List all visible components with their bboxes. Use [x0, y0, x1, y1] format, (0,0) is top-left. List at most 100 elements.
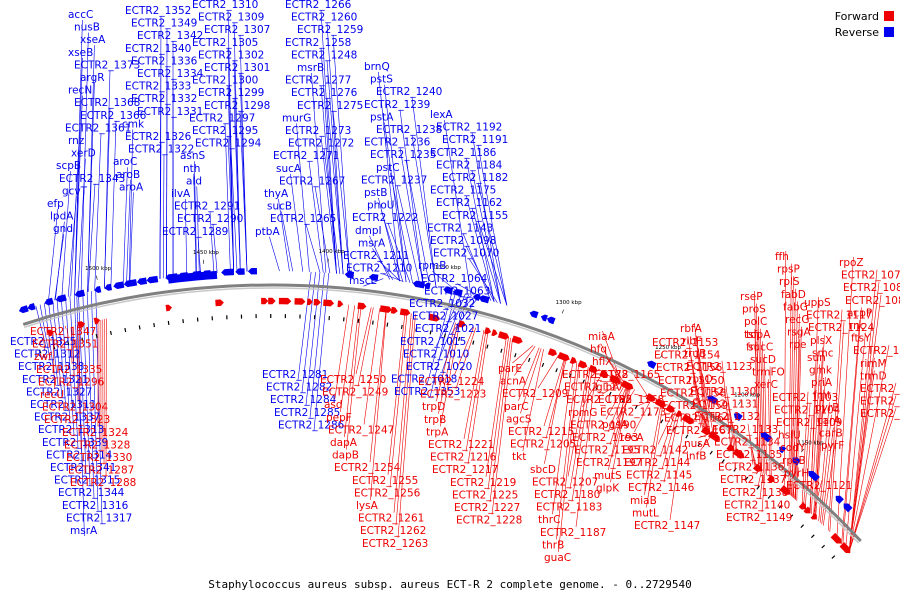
reverse-leader-line — [193, 173, 197, 275]
forward-gene-arrow — [399, 308, 411, 316]
forward-gene-arrow — [165, 304, 173, 312]
forward-gene-label: acpP — [847, 307, 872, 319]
forward-gene-label: rpmG — [568, 407, 597, 419]
strand-marker — [514, 353, 517, 358]
forward-leader-line — [756, 303, 761, 471]
reverse-leader-lines — [35, 9, 508, 537]
forward-gene-label: ECTR2_1131 — [692, 399, 758, 411]
reverse-gene-label: rpmB — [418, 260, 446, 272]
forward-gene-label: tkt — [512, 451, 526, 463]
forward-gene-label: topA — [746, 329, 771, 341]
forward-gene-label: priA — [811, 377, 833, 389]
kbp-tick-mark — [96, 275, 98, 280]
forward-leader-line — [702, 373, 714, 437]
forward-gene-label: thrC — [538, 514, 560, 526]
forward-leader-line — [810, 364, 821, 515]
reverse-leader-line — [212, 224, 218, 273]
kbp-ticks: 1150 kbp 1200 kbp 1250 kbp 1300 kbp 1350 kbp… — [39, 249, 836, 559]
forward-gene-label: fabD — [781, 289, 806, 301]
reverse-gene-label: ECTR2_1211 — [343, 250, 409, 262]
forward-gene-label: ECTR2_1158 — [660, 387, 726, 399]
forward-gene-label: rplS — [779, 276, 800, 288]
reverse-gene-label: ECTR2_1315 — [54, 475, 120, 487]
reverse-gene-label: ECTR2_1070 — [433, 248, 499, 260]
reverse-gene-label: xseB — [68, 47, 93, 59]
reverse-gene-label: pstB — [364, 187, 387, 199]
reverse-leader-line — [269, 236, 280, 272]
forward-gene-arrow — [261, 297, 269, 305]
forward-gene-label: frr — [746, 342, 759, 354]
reverse-gene-label: ECTR2_1222 — [352, 212, 418, 224]
reverse-gene-arrow — [44, 297, 54, 306]
forward-leader-line — [77, 325, 79, 402]
forward-gene-arrow — [803, 506, 811, 514]
forward-leader-line — [848, 370, 875, 552]
reverse-leader-line — [80, 32, 89, 294]
reverse-gene-label: ECTR2_1302 — [198, 49, 264, 61]
strand-marker — [486, 344, 489, 349]
forward-leader-line — [754, 290, 759, 469]
forward-gene-label: ECTR2_1328 — [64, 439, 130, 451]
reverse-gene-label: ECTR2_1235 — [370, 149, 436, 161]
forward-leader-line — [769, 366, 772, 480]
reverse-leader-line — [87, 82, 95, 293]
forward-leader-line — [725, 385, 735, 451]
forward-gene-arrow — [313, 298, 321, 306]
reverse-gene-label: ECTR2_1284 — [270, 394, 337, 406]
reverse-leader-line — [471, 208, 501, 304]
reverse-gene-label: ECTR2_1267 — [279, 175, 345, 187]
reverse-leader-line — [411, 134, 437, 288]
forward-gene-arrow — [511, 335, 523, 344]
forward-gene-arrow — [93, 317, 101, 325]
reverse-leader-line — [159, 141, 162, 279]
forward-gene-label: codY — [780, 442, 806, 454]
forward-gene-label: ECTR2_1219 — [450, 477, 516, 489]
reverse-gene-label: gcvT — [62, 185, 88, 197]
reverse-leader-line — [74, 95, 83, 296]
forward-leader-line — [582, 373, 603, 407]
reverse-leader-line — [465, 245, 495, 302]
forward-leader-line — [758, 316, 763, 472]
strand-marker — [831, 555, 836, 559]
reverse-gene-arrow — [412, 280, 425, 289]
forward-leader-line — [346, 306, 362, 450]
forward-gene-label: ECTR2_1133 — [712, 424, 778, 436]
reverse-gene-label: ECTR2_1301 — [204, 62, 270, 74]
reverse-leader-line — [227, 85, 235, 272]
reverse-leader-line — [278, 198, 290, 272]
reverse-leader-line — [465, 195, 495, 302]
forward-leader-line — [848, 408, 897, 552]
forward-gene-label: fabG — [783, 301, 808, 313]
reverse-gene-label: ECTR2_1342 — [137, 30, 203, 42]
reverse-leader-line — [129, 192, 134, 284]
reverse-gene-arrow — [760, 432, 772, 443]
reverse-gene-label: ECTR2_1282 — [266, 382, 332, 394]
forward-gene-label: ECTR2_1221 — [428, 439, 494, 451]
reverse-gene-label: ECTR2_1331 — [137, 106, 203, 118]
reverse-gene-label: ECTR2_1182 — [442, 172, 508, 184]
forward-gene-label: rseP — [740, 291, 763, 303]
kbp-tick-label: 1300 kbp — [556, 300, 582, 306]
reverse-leader-line — [209, 211, 215, 274]
strand-marker — [778, 504, 783, 509]
forward-gene-arrow — [810, 513, 817, 520]
forward-gene-label: ECTR2_1092 — [853, 345, 900, 357]
strand-marker — [810, 534, 815, 539]
reverse-leader-line — [320, 9, 337, 274]
forward-leader-line — [657, 410, 674, 445]
forward-gene-label: fmt — [813, 390, 831, 402]
forward-leader-line — [836, 256, 854, 540]
forward-leader-line — [389, 312, 408, 488]
forward-leader-line — [610, 386, 630, 483]
reverse-gene-label: lexA — [430, 109, 453, 121]
forward-leader-line — [659, 411, 676, 458]
forward-gene-label: ECTR2_1137 — [720, 474, 786, 486]
reverse-gene-label: ECTR2_1285 — [274, 407, 340, 419]
forward-gene-label: ECTR2_1180 — [534, 489, 600, 501]
reverse-gene-arrow — [123, 279, 138, 288]
forward-gene-label: ECTR2_1136 — [718, 462, 785, 474]
forward-gene-label: ECTR2_1216 — [430, 452, 497, 464]
reverse-gene-label: msrA — [358, 237, 386, 249]
reverse-gene-arrow — [423, 282, 431, 290]
forward-gene-label: ECTR2_1164 — [664, 413, 731, 425]
